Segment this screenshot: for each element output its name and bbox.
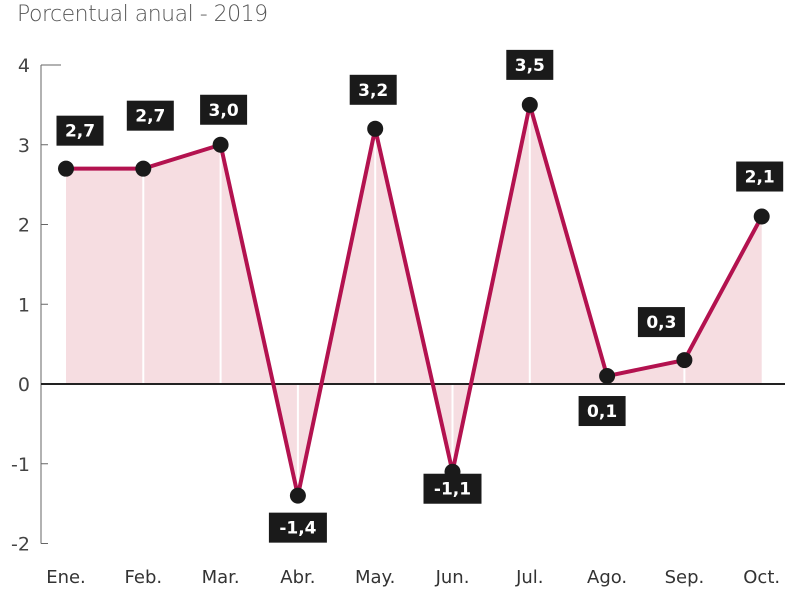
data-point [676,352,693,369]
data-label-text: 0,3 [646,313,676,333]
x-tick-label: Abr. [280,567,315,588]
data-label: 0,1 [578,396,626,427]
x-tick-label: Mar. [202,567,240,588]
data-label-box [56,115,104,146]
x-tick-label: May. [355,567,395,588]
data-label-text: 2,7 [135,107,165,127]
y-tick-label: -1 [11,454,30,476]
data-label-box [126,100,174,131]
data-label: 3,0 [200,94,248,125]
data-label: 3,2 [349,74,397,105]
data-label-text: 2,7 [65,122,95,142]
data-label: 0,3 [637,307,685,338]
data-label-box [578,396,626,427]
x-tick-label: Ago. [587,567,627,588]
x-tick-label: Sep. [665,567,705,588]
data-label-box [637,307,685,338]
data-label: 2,7 [56,115,104,146]
y-tick-label: 0 [18,374,30,396]
data-label-text: 3,5 [515,56,545,76]
y-tick-label: 1 [18,294,30,316]
data-point [58,160,74,177]
data-label-box [423,473,482,504]
series-line [66,104,764,497]
data-point [599,368,616,385]
x-tick-label: Feb. [125,567,163,588]
data-point [367,120,384,137]
data-label-box [349,74,397,105]
data-label-text: 3,0 [209,101,239,121]
data-label-text: -1,4 [279,519,316,539]
chart-subtitle: Porcentual anual - 2019 [17,2,268,27]
data-label: 3,5 [506,49,554,80]
data-point [289,487,306,504]
data-label-text: 3,2 [358,81,388,101]
data-label-box [506,49,554,80]
data-label: -1,1 [423,473,482,504]
data-point [753,208,770,225]
data-label-box [200,94,248,125]
data-point [135,160,152,177]
y-tick-label: 4 [18,55,30,77]
y-tick-label: 2 [18,215,30,237]
x-tick-label: Oct. [743,567,780,588]
data-label-box [736,161,784,192]
data-label-box [268,512,327,543]
y-tick-label: -2 [11,534,30,556]
y-tick-label: 3 [18,135,30,157]
data-point [521,96,538,113]
x-tick-label: Jun. [435,567,470,588]
data-label: -1,4 [268,512,327,543]
x-tick-label: Jul. [515,567,543,588]
data-label-text: -1,1 [434,480,471,500]
data-label: 2,1 [736,161,784,192]
data-point [212,136,229,153]
x-tick-label: Ene. [46,567,86,588]
data-label-text: 0,1 [587,402,617,422]
data-label: 2,7 [126,100,174,131]
data-label-text: 2,1 [745,168,775,188]
